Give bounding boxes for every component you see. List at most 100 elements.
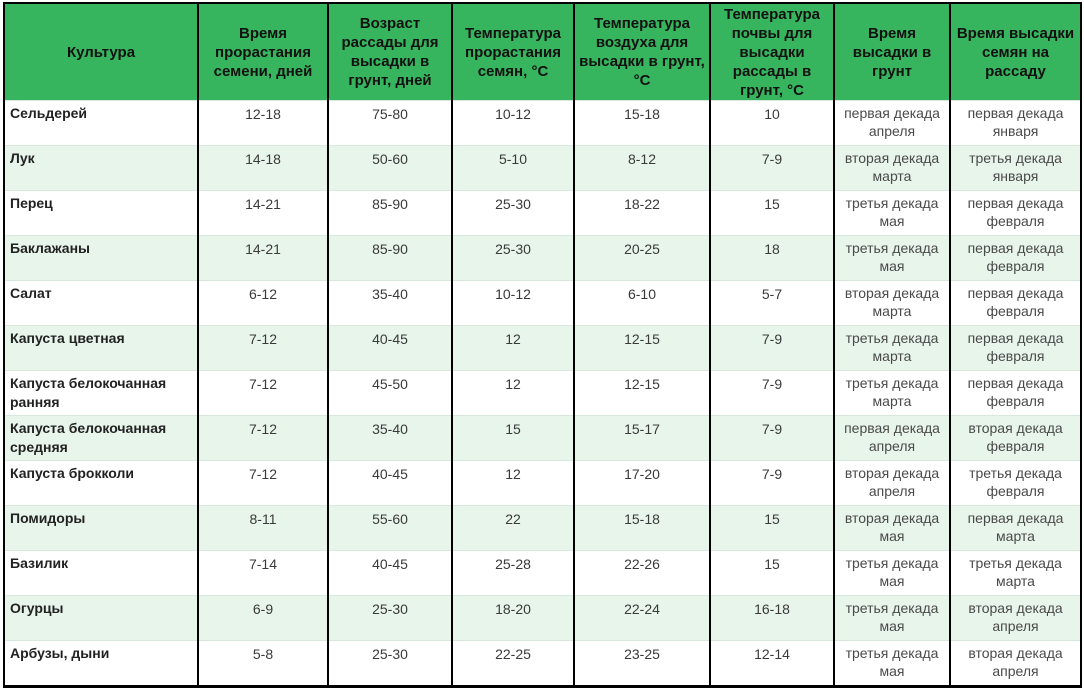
- cell-sowing-time: первая декада февраля: [949, 370, 1082, 416]
- cell-germination-temp: 10-12: [451, 280, 575, 326]
- header-soil-temp: Температура почвы для высадки рассады в …: [709, 2, 835, 101]
- cell-soil-temp: 5-7: [709, 280, 835, 326]
- header-sowing-time: Время высадки семян на рассаду: [949, 2, 1082, 101]
- table-row: Баклажаны 14-21 85-90 25-30 20-25 18 третья де…: [3, 235, 1082, 281]
- cell-germination-temp: 22: [451, 505, 575, 551]
- cell-air-temp: 8-12: [573, 145, 711, 191]
- cell-seedling-age: 35-40: [327, 280, 453, 326]
- header-crop: Культура: [3, 2, 199, 101]
- cell-planting-time: первая декада апреля: [833, 415, 951, 461]
- cell-germination-temp: 5-10: [451, 145, 575, 191]
- cell-germination-temp: 12: [451, 460, 575, 506]
- cell-germination-time: 7-12: [197, 325, 329, 371]
- cell-germination-time: 6-12: [197, 280, 329, 326]
- cell-planting-time: вторая декада марта: [833, 145, 951, 191]
- cell-sowing-time: вторая декада апреля: [949, 595, 1082, 641]
- cell-seedling-age: 45-50: [327, 370, 453, 416]
- table-row: Помидоры 8-11 55-60 22 15-18 15 вторая декада …: [3, 505, 1082, 551]
- cell-soil-temp: 7-9: [709, 460, 835, 506]
- cell-germination-time: 14-18: [197, 145, 329, 191]
- header-air-temp: Температура воздуха для высадки в грунт,…: [573, 2, 711, 101]
- cell-sowing-time: первая декада марта: [949, 505, 1082, 551]
- cell-seedling-age: 40-45: [327, 325, 453, 371]
- cell-sowing-time: третья декада января: [949, 145, 1082, 191]
- header-seedling-age: Возраст рассады для высадки в грунт, дне…: [327, 2, 453, 101]
- cell-planting-time: первая декада апреля: [833, 100, 951, 146]
- cell-crop: Капуста белокочанная средняя: [3, 415, 199, 461]
- cell-soil-temp: 7-9: [709, 145, 835, 191]
- cell-planting-time: третья декада марта: [833, 325, 951, 371]
- cell-germination-time: 6-9: [197, 595, 329, 641]
- table-body: Сельдерей 12-18 75-80 10-12 15-18 10 первая де…: [3, 100, 1082, 688]
- cell-germination-time: 7-12: [197, 370, 329, 416]
- cell-planting-time: вторая декада мая: [833, 505, 951, 551]
- table-row: Капуста цветная 7-12 40-45 12 12-15 7-9 третья…: [3, 325, 1082, 371]
- cell-germination-temp: 10-12: [451, 100, 575, 146]
- cell-germination-time: 7-12: [197, 460, 329, 506]
- cell-seedling-age: 25-30: [327, 640, 453, 688]
- cell-planting-time: вторая декада апреля: [833, 460, 951, 506]
- table-row: Перец 14-21 85-90 25-30 18-22 15 третья декада…: [3, 190, 1082, 236]
- table-row: Базилик 7-14 40-45 25-28 22-26 15 третья декад…: [3, 550, 1082, 596]
- cell-germination-time: 7-12: [197, 415, 329, 461]
- header-germination-temp: Температура прорастания семян, °C: [451, 2, 575, 101]
- cell-seedling-age: 85-90: [327, 190, 453, 236]
- cell-crop: Арбузы, дыни: [3, 640, 199, 688]
- cell-crop: Капуста брокколи: [3, 460, 199, 506]
- cell-air-temp: 20-25: [573, 235, 711, 281]
- cell-crop: Салат: [3, 280, 199, 326]
- cell-crop: Огурцы: [3, 595, 199, 641]
- cell-germination-time: 12-18: [197, 100, 329, 146]
- cell-air-temp: 22-26: [573, 550, 711, 596]
- cell-germination-temp: 15: [451, 415, 575, 461]
- cell-seedling-age: 50-60: [327, 145, 453, 191]
- cell-sowing-time: вторая декада апреля: [949, 640, 1082, 688]
- cell-sowing-time: третья декада февраля: [949, 460, 1082, 506]
- cell-soil-temp: 10: [709, 100, 835, 146]
- table-row: Капуста белокочанная ранняя 7-12 45-50 12 12…: [3, 370, 1082, 416]
- cell-sowing-time: третья декада марта: [949, 550, 1082, 596]
- cell-seedling-age: 40-45: [327, 550, 453, 596]
- cell-germination-temp: 25-28: [451, 550, 575, 596]
- cell-seedling-age: 75-80: [327, 100, 453, 146]
- cell-planting-time: третья декада мая: [833, 190, 951, 236]
- cell-planting-time: третья декада мая: [833, 595, 951, 641]
- cell-soil-temp: 15: [709, 190, 835, 236]
- cell-air-temp: 12-15: [573, 325, 711, 371]
- cell-germination-temp: 18-20: [451, 595, 575, 641]
- table-row: Огурцы 6-9 25-30 18-20 22-24 16-18 третья дека…: [3, 595, 1082, 641]
- cell-sowing-time: первая декада февраля: [949, 280, 1082, 326]
- cell-germination-temp: 25-30: [451, 235, 575, 281]
- cell-crop: Капуста цветная: [3, 325, 199, 371]
- table-row: Капуста белокочанная средняя 7-12 35-40 15 1…: [3, 415, 1082, 461]
- cell-planting-time: третья декада мая: [833, 550, 951, 596]
- cell-seedling-age: 40-45: [327, 460, 453, 506]
- table-wrapper: Культура Время прорастания семени, дней …: [3, 2, 1082, 688]
- cell-air-temp: 23-25: [573, 640, 711, 688]
- cell-soil-temp: 7-9: [709, 415, 835, 461]
- cell-sowing-time: вторая декада февраля: [949, 415, 1082, 461]
- cell-crop: Перец: [3, 190, 199, 236]
- cell-sowing-time: первая декада февраля: [949, 190, 1082, 236]
- cell-soil-temp: 16-18: [709, 595, 835, 641]
- cell-crop: Капуста белокочанная ранняя: [3, 370, 199, 416]
- cell-air-temp: 12-15: [573, 370, 711, 416]
- cell-germination-time: 8-11: [197, 505, 329, 551]
- cell-air-temp: 15-17: [573, 415, 711, 461]
- table-header: Культура Время прорастания семени, дней …: [3, 2, 1082, 101]
- header-row: Культура Время прорастания семени, дней …: [3, 2, 1082, 101]
- cell-seedling-age: 55-60: [327, 505, 453, 551]
- table-row: Сельдерей 12-18 75-80 10-12 15-18 10 первая де…: [3, 100, 1082, 146]
- cell-air-temp: 17-20: [573, 460, 711, 506]
- cell-seedling-age: 25-30: [327, 595, 453, 641]
- header-planting-time: Время высадки в грунт: [833, 2, 951, 101]
- cell-crop: Помидоры: [3, 505, 199, 551]
- cell-soil-temp: 15: [709, 550, 835, 596]
- cell-germination-time: 7-14: [197, 550, 329, 596]
- cell-air-temp: 15-18: [573, 100, 711, 146]
- cell-germination-time: 14-21: [197, 190, 329, 236]
- cell-germination-temp: 12: [451, 370, 575, 416]
- cell-seedling-age: 35-40: [327, 415, 453, 461]
- cell-planting-time: третья декада мая: [833, 235, 951, 281]
- table-row: Арбузы, дыни 5-8 25-30 22-25 23-25 12-14 треть…: [3, 640, 1082, 688]
